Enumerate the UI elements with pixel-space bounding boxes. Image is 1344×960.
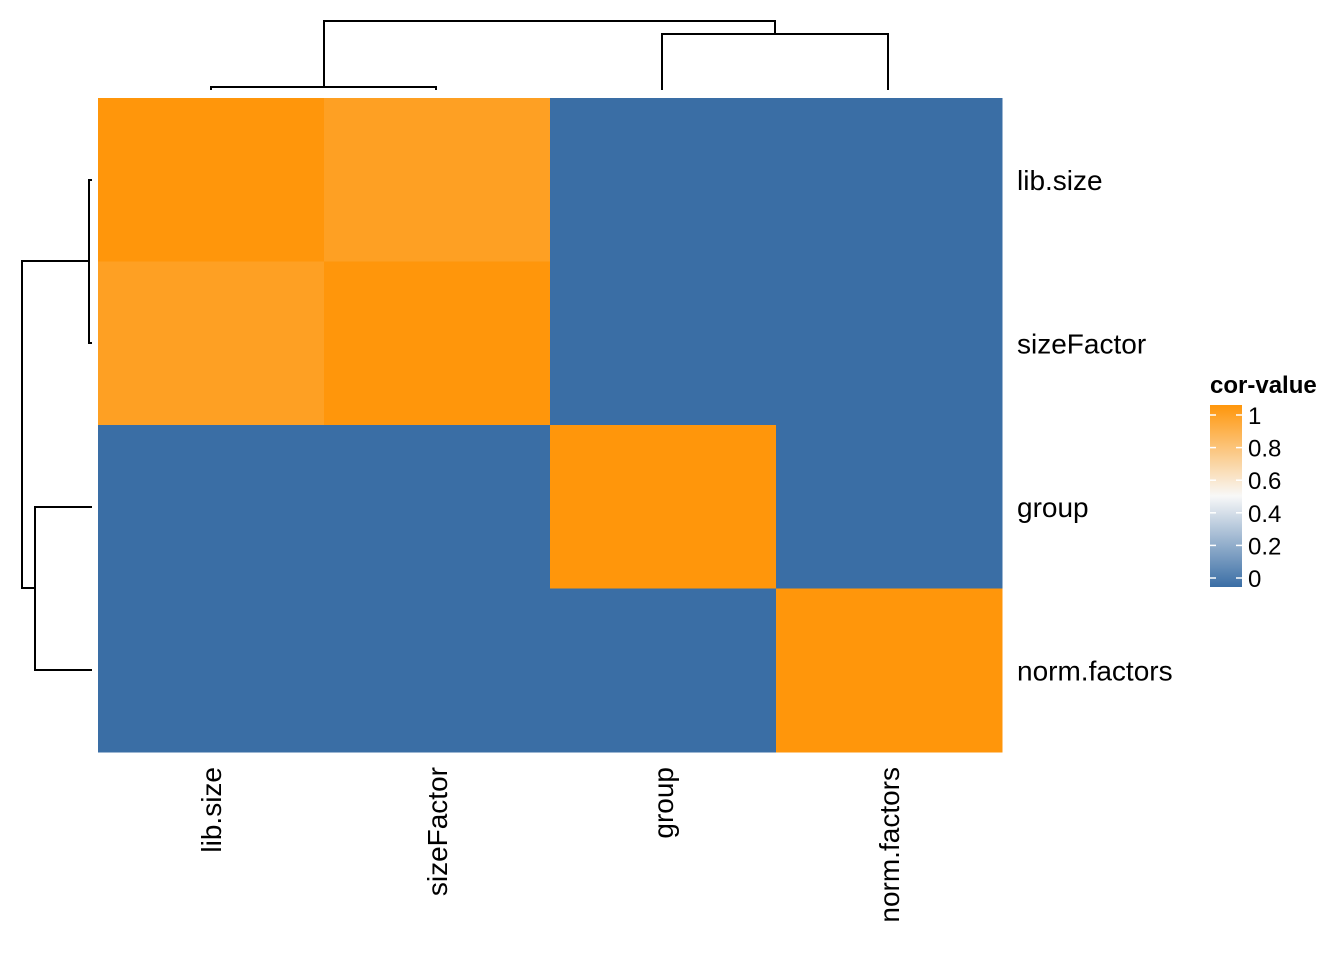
row-dendrogram-branch-top bbox=[88, 179, 92, 344]
legend-title: cor-value bbox=[1210, 372, 1317, 399]
heatmap-cell-group-group bbox=[550, 425, 777, 589]
legend-colorbar bbox=[1210, 405, 1242, 587]
legend-ticks: 1 0.8 0.6 0.4 0.2 0 bbox=[1210, 403, 1281, 593]
legend: cor-value 1 0.8 0.6 0.4 0.2 0 bbox=[1210, 372, 1317, 593]
heatmap-cells bbox=[98, 98, 1003, 753]
heatmap-cell-sizeFactor-group bbox=[550, 261, 777, 426]
heatmap-cell-norm-factors-lib-size bbox=[98, 588, 325, 753]
column-dendrogram-root bbox=[323, 20, 776, 87]
row-dendrogram-branch-bottom bbox=[34, 506, 92, 671]
column-labels: lib.size sizeFactor group norm.factors bbox=[196, 767, 905, 923]
row-label-group: group bbox=[1017, 492, 1089, 523]
heatmap-cell-norm-factors-norm-factors bbox=[776, 588, 1003, 753]
legend-tick-label: 0.4 bbox=[1248, 501, 1281, 528]
heatmap-cell-sizeFactor-norm-factors bbox=[776, 261, 1003, 426]
column-dendrogram-branch-left bbox=[210, 86, 437, 90]
row-labels: lib.size sizeFactor group norm.factors bbox=[1017, 165, 1173, 687]
heatmap-cell-group-sizeFactor bbox=[324, 425, 551, 589]
row-label-norm-factors: norm.factors bbox=[1017, 655, 1173, 686]
column-label-group: group bbox=[648, 767, 679, 839]
row-dendrogram-root bbox=[21, 260, 89, 589]
heatmap-cell-norm-factors-sizeFactor bbox=[324, 588, 551, 753]
legend-tick-label: 0.2 bbox=[1248, 533, 1281, 560]
heatmap-cell-sizeFactor-sizeFactor bbox=[324, 261, 551, 426]
column-dendrogram-branch-right bbox=[661, 33, 889, 90]
legend-tick-label: 0.6 bbox=[1248, 468, 1281, 495]
legend-tick-label: 0.8 bbox=[1248, 436, 1281, 463]
heatmap-cell-lib-size-lib-size bbox=[98, 98, 325, 262]
row-label-lib-size: lib.size bbox=[1017, 165, 1103, 196]
heatmap-cell-group-norm-factors bbox=[776, 425, 1003, 589]
heatmap-cell-group-lib-size bbox=[98, 425, 325, 589]
row-label-sizeFactor: sizeFactor bbox=[1017, 328, 1146, 359]
heatmap-cell-lib-size-group bbox=[550, 98, 777, 262]
heatmap-cell-norm-factors-group bbox=[550, 588, 777, 753]
heatmap-cell-sizeFactor-lib-size bbox=[98, 261, 325, 426]
column-label-norm-factors: norm.factors bbox=[874, 767, 905, 923]
legend-tick-label: 0 bbox=[1248, 566, 1261, 593]
column-label-lib-size: lib.size bbox=[196, 767, 227, 853]
row-dendrogram bbox=[21, 179, 92, 671]
column-label-sizeFactor: sizeFactor bbox=[422, 767, 453, 896]
heatmap-cell-lib-size-norm-factors bbox=[776, 98, 1003, 262]
legend-tick-label: 1 bbox=[1248, 403, 1261, 430]
heatmap-cell-lib-size-sizeFactor bbox=[324, 98, 551, 262]
column-dendrogram bbox=[210, 20, 889, 90]
